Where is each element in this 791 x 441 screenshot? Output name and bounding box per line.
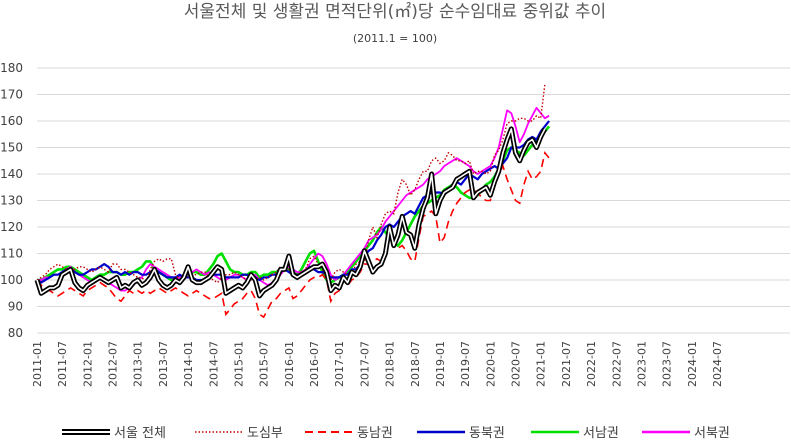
series-lines <box>34 83 551 319</box>
legend: 서울 전체 도심부 동남권 동북권 서남권 서북권 <box>62 426 730 441</box>
y-tick-label: 180 <box>0 61 23 75</box>
x-tick-label: 2011-07 <box>56 341 69 387</box>
x-tick-label: 2016-01 <box>283 341 296 387</box>
y-tick-label: 90 <box>8 300 23 314</box>
x-tick-label: 2020-01 <box>484 341 497 387</box>
x-tick-label: 2015-07 <box>258 341 271 387</box>
gridlines <box>37 67 790 334</box>
x-tick-label: 2016-07 <box>308 341 321 387</box>
legend-label: 동북권 <box>469 426 505 441</box>
series-line-1-inner <box>36 128 546 297</box>
x-tick-label: 2024-07 <box>711 341 724 387</box>
x-tick-label: 2021-07 <box>560 341 573 387</box>
x-tick-label: 2023-07 <box>661 341 674 387</box>
legend-label: 서남권 <box>583 426 619 441</box>
y-axis-ticks: 80 90 100 110 120 130 140 150 160 170 180 <box>0 61 23 340</box>
x-tick-label: 2022-07 <box>610 341 623 387</box>
series-line-3 <box>36 150 550 319</box>
y-tick-label: 140 <box>0 167 23 181</box>
x-tick-label: 2014-07 <box>207 341 220 387</box>
x-tick-label: 2019-01 <box>434 341 447 387</box>
legend-label: 동남권 <box>357 426 393 441</box>
chart-subtitle: (2011.1 = 100) <box>353 32 437 45</box>
x-tick-label: 2023-01 <box>635 341 648 387</box>
x-tick-label: 2018-01 <box>384 341 397 387</box>
x-tick-label: 2013-07 <box>157 341 170 387</box>
chart-title: 서울전체 및 생활권 면적단위(㎡)당 순수임대료 중위값 추이 <box>184 2 606 22</box>
y-tick-label: 160 <box>0 114 23 128</box>
x-tick-label: 2014-01 <box>182 341 195 387</box>
x-tick-label: 2017-01 <box>333 341 346 387</box>
x-tick-label: 2020-07 <box>510 341 523 387</box>
x-tick-label: 2021-01 <box>535 341 548 387</box>
x-tick-label: 2012-07 <box>107 341 120 387</box>
x-tick-label: 2017-07 <box>358 341 371 387</box>
legend-label: 서울 전체 <box>114 426 166 441</box>
y-tick-label: 170 <box>0 88 23 102</box>
x-axis-ticks: 2011-01 2011-07 2012-01 2012-07 2013-01 2013-… <box>31 341 724 387</box>
x-tick-label: 2024-01 <box>686 341 699 387</box>
x-tick-label: 2013-01 <box>132 341 145 387</box>
x-tick-label: 2018-07 <box>409 341 422 387</box>
x-tick-label: 2015-01 <box>232 341 245 387</box>
y-tick-label: 100 <box>0 273 23 287</box>
series-line-4 <box>36 120 550 284</box>
y-tick-label: 150 <box>0 141 23 155</box>
x-tick-label: 2022-01 <box>585 341 598 387</box>
y-tick-label: 80 <box>8 326 23 340</box>
y-tick-label: 130 <box>0 194 23 208</box>
y-tick-label: 110 <box>0 247 23 261</box>
x-tick-label: 2012-01 <box>81 341 94 387</box>
series-line-2 <box>36 83 546 285</box>
x-tick-label: 2019-07 <box>459 341 472 387</box>
y-tick-label: 120 <box>0 220 23 234</box>
legend-label: 서북권 <box>694 426 730 441</box>
legend-label: 도심부 <box>247 426 283 441</box>
series-line-5 <box>37 125 551 284</box>
x-tick-label: 2011-01 <box>31 341 44 387</box>
